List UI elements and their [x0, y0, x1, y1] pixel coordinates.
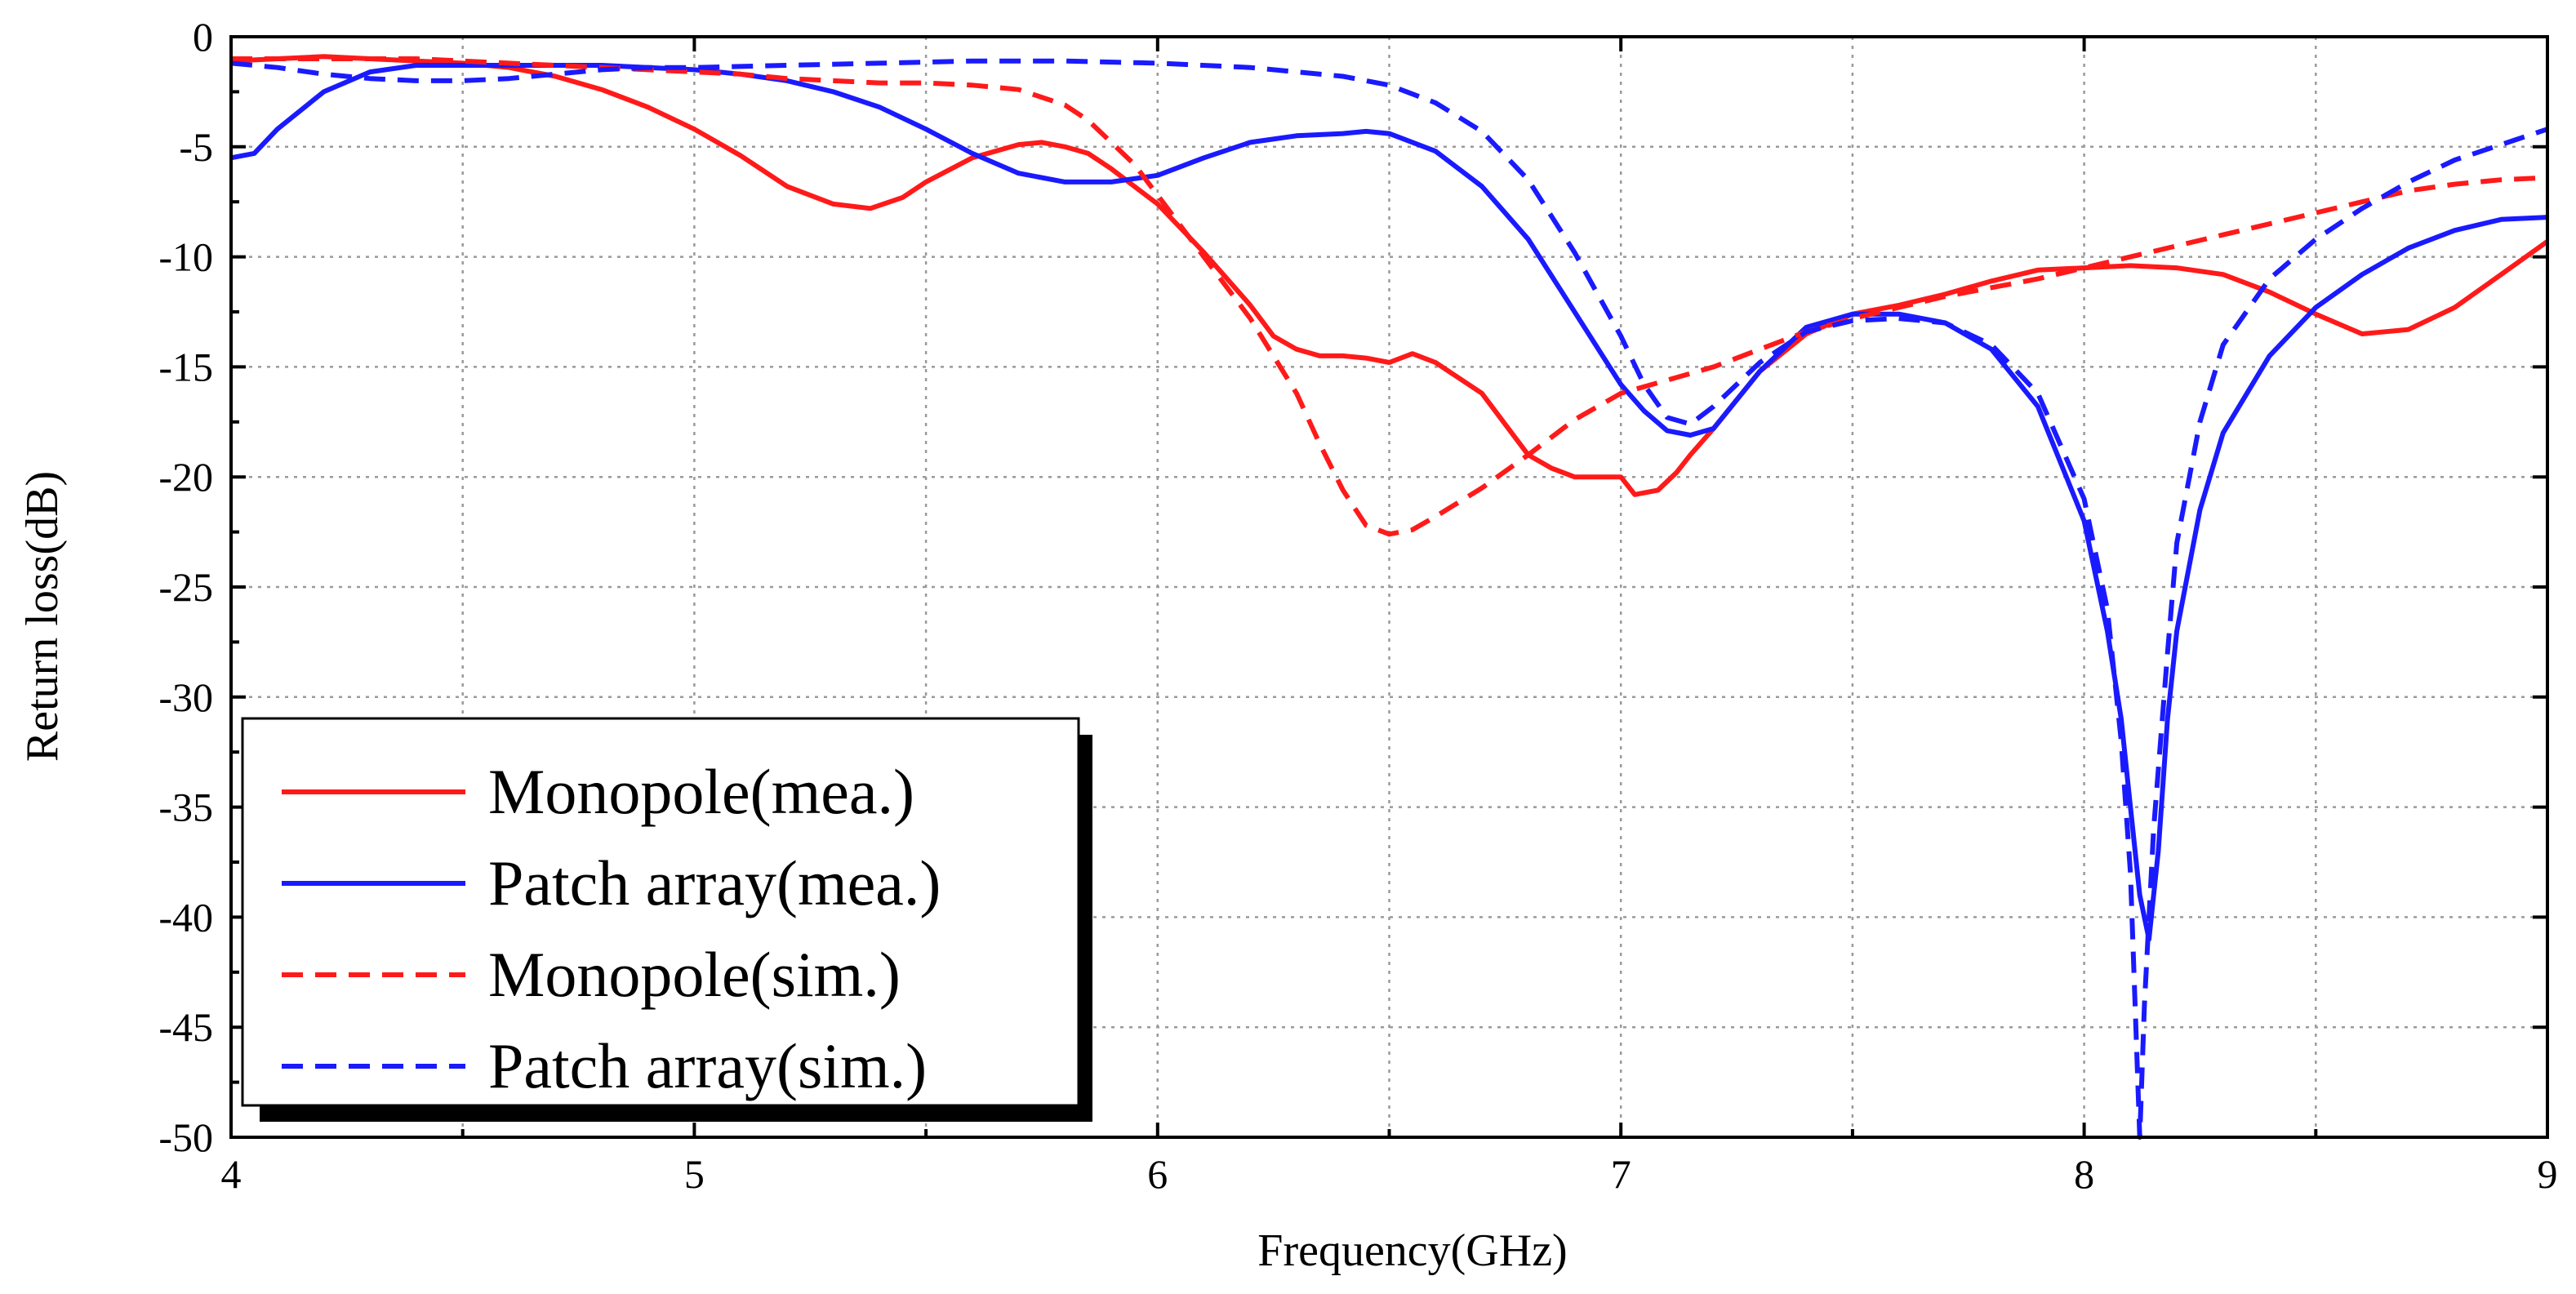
y-tick-label: -10 — [158, 234, 213, 280]
y-tick-label: -15 — [158, 344, 213, 389]
legend: Monopole(mea.) Patch array(mea.) Monopole(… — [241, 717, 1092, 1122]
y-tick-label: -45 — [158, 1004, 213, 1050]
legend-items: Monopole(mea.) Patch array(mea.) Monopole(… — [282, 756, 941, 1101]
y-tick-label: -35 — [158, 785, 213, 830]
y-axis-title: Return loss(dB) — [17, 471, 68, 762]
legend-box — [241, 717, 1080, 1107]
series-line-3 — [231, 56, 2548, 537]
series-line-4 — [230, 58, 2548, 1140]
y-tick-label: -30 — [158, 674, 213, 720]
y-tick-label: -25 — [158, 564, 213, 610]
legend-label-1: Monopole(mea.) — [488, 756, 914, 827]
x-tick-label: 6 — [1147, 1151, 1168, 1197]
legend-label-4: Patch array(sim.) — [488, 1030, 927, 1101]
x-tick-label: 4 — [221, 1151, 242, 1197]
x-tick-label: 8 — [2074, 1151, 2094, 1197]
legend-label-2: Patch array(mea.) — [488, 847, 941, 918]
series-layer — [230, 54, 2549, 1140]
x-tick-label: 9 — [2538, 1151, 2558, 1197]
y-tick-label: -20 — [158, 454, 213, 500]
x-axis-title: Frequency(GHz) — [1257, 1225, 1567, 1276]
x-tick-label: 5 — [684, 1151, 705, 1197]
legend-label-3: Monopole(sim.) — [488, 939, 901, 1010]
series-line-2 — [230, 63, 2548, 942]
y-tick-label: -40 — [158, 894, 213, 940]
y-tick-label: -50 — [158, 1114, 213, 1160]
series-line-1 — [230, 54, 2549, 497]
tick-layer: 4 5 6 7 8 9 0 -5 -10 -15 -20 -25 -30 -35 -40 -45 -50 — [158, 14, 2557, 1197]
x-tick-label: 7 — [1611, 1151, 1631, 1197]
y-tick-label: -5 — [179, 124, 213, 170]
y-tick-label: 0 — [193, 14, 213, 60]
